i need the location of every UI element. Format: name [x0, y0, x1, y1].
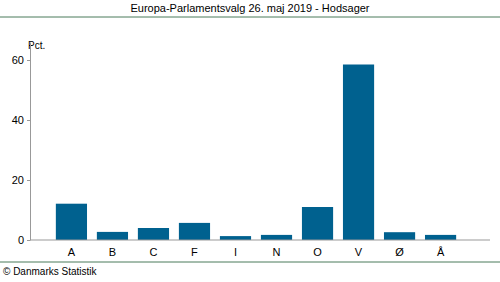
- footer-rule: [0, 262, 500, 263]
- x-tick: O: [313, 240, 322, 258]
- bar: [261, 235, 292, 240]
- y-tick: 40: [12, 114, 30, 126]
- x-tick-label: V: [355, 246, 363, 258]
- x-tick: V: [355, 240, 363, 258]
- chart: Europa-Parlamentsvalg 26. maj 2019 - Hod…: [0, 0, 500, 282]
- bar: [220, 236, 251, 240]
- x-tick-label: C: [149, 246, 157, 258]
- annotation: © Danmarks Statistik: [3, 266, 98, 277]
- title: Europa-Parlamentsvalg 26. maj 2019 - Hod…: [130, 2, 369, 14]
- x-tick-label: I: [234, 246, 237, 258]
- y-tick-mark: [27, 120, 30, 121]
- x-tick-label: F: [191, 246, 198, 258]
- bar: [179, 223, 210, 240]
- x-tick: Ø: [395, 240, 404, 258]
- y-axis-line: [30, 43, 31, 241]
- bar: [384, 232, 415, 240]
- x-tick-label: B: [109, 246, 116, 258]
- y-tick: 60: [12, 54, 30, 66]
- y-tick: 20: [12, 174, 30, 186]
- x-tick: B: [109, 240, 116, 258]
- y-tick-mark: [27, 60, 30, 61]
- y-tick-mark: [27, 240, 30, 241]
- y-axis: 0 20 40 60: [12, 43, 31, 247]
- bar: [343, 65, 374, 241]
- x-tick-label: O: [313, 246, 322, 258]
- x-tick: I: [234, 240, 237, 258]
- x-tick-label: Ø: [395, 246, 404, 258]
- x-tick: C: [149, 240, 157, 258]
- y-tick-label: 60: [12, 54, 24, 66]
- y-tick-label: 20: [12, 174, 24, 186]
- x-tick: A: [68, 240, 76, 258]
- x-axis: ABCFINOVØÅ: [30, 240, 490, 258]
- bars: [56, 65, 456, 241]
- x-tick-label: A: [68, 246, 76, 258]
- x-tick: Å: [437, 240, 445, 258]
- bar: [56, 204, 87, 240]
- y-tick: 0: [18, 234, 30, 246]
- bar: [138, 228, 169, 240]
- x-tick-label: N: [273, 246, 281, 258]
- bar: [302, 207, 333, 240]
- y-tick-mark: [27, 180, 30, 181]
- y-tick-label: 0: [18, 234, 24, 246]
- x-tick: N: [273, 240, 281, 258]
- x-tick: F: [191, 240, 198, 258]
- bar: [425, 235, 456, 240]
- header-rule: [0, 17, 500, 18]
- bar: [97, 232, 128, 240]
- x-axis-line: [30, 240, 490, 241]
- y-tick-label: 40: [12, 114, 24, 126]
- x-tick-label: Å: [437, 246, 445, 258]
